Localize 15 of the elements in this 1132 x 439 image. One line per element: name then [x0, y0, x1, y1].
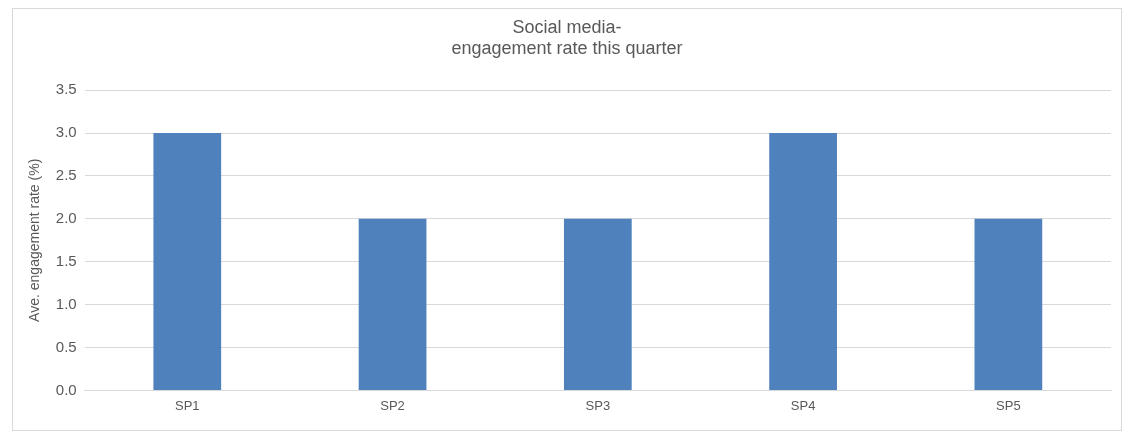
- x-tick-label: SP3: [585, 397, 611, 413]
- y-axis-title: Ave. engagement rate (%): [26, 158, 43, 322]
- y-tick-label: 3.5: [55, 80, 77, 98]
- x-tick-label: SP4: [790, 397, 816, 413]
- y-tick-label: 1.0: [55, 294, 77, 312]
- y-tick-label: 2.5: [55, 166, 77, 184]
- x-tick-label: SP5: [996, 397, 1021, 413]
- chart-title: Social media- engagement rate this quarter: [451, 16, 683, 59]
- x-tick-label: SP2: [380, 397, 405, 413]
- y-tick-label: 3.0: [55, 123, 77, 141]
- y-tick-label: 1.5: [55, 251, 77, 269]
- y-tick-label: 2.0: [55, 209, 77, 226]
- y-tick-label: 0.5: [55, 337, 77, 355]
- y-tick-label: 0.0: [55, 380, 77, 398]
- x-tick-label: SP1: [175, 397, 200, 413]
